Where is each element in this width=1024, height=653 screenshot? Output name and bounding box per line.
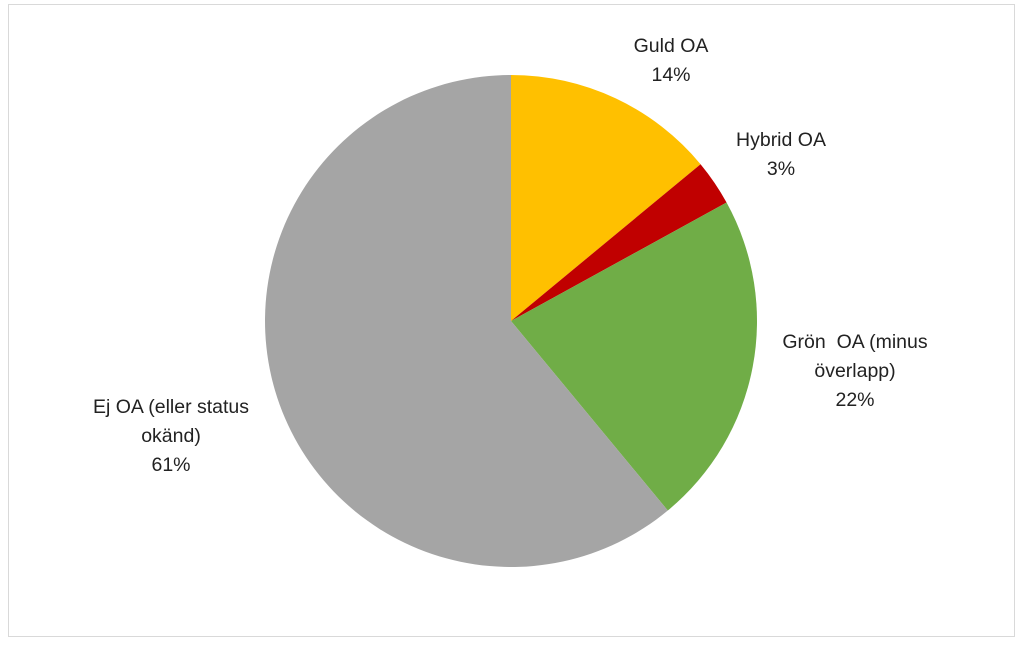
pie-slices [265, 75, 758, 567]
slice-percent-label: 22% [835, 389, 874, 411]
slice-name-label: Grön OA (minus [782, 331, 927, 353]
pie-slice-3 [265, 75, 668, 567]
pie-slice-1 [511, 164, 727, 321]
slice-name-label: Ej OA (eller status [93, 396, 249, 418]
slice-labels: Guld OA 14% Hybrid OA 3% Grön OA (minus överl… [93, 35, 928, 476]
slice-name-label: Guld OA [634, 35, 709, 57]
slice-percent-label: 14% [651, 64, 690, 86]
slice-name-label: överlapp) [814, 360, 895, 382]
slice-label-1: Hybrid OA 3% [736, 129, 826, 180]
pie-slice-0 [511, 75, 701, 321]
slice-percent-label: 61% [151, 454, 190, 476]
slice-label-3: Ej OA (eller status okänd) 61% [93, 396, 249, 476]
slice-percent-label: 3% [767, 158, 795, 180]
slice-label-2: Grön OA (minus överlapp) 22% [782, 331, 927, 411]
slice-label-0: Guld OA 14% [634, 35, 709, 86]
slice-name-label: Hybrid OA [736, 129, 826, 151]
slice-name-label: okänd) [141, 425, 201, 447]
pie-slice-2 [511, 202, 758, 511]
